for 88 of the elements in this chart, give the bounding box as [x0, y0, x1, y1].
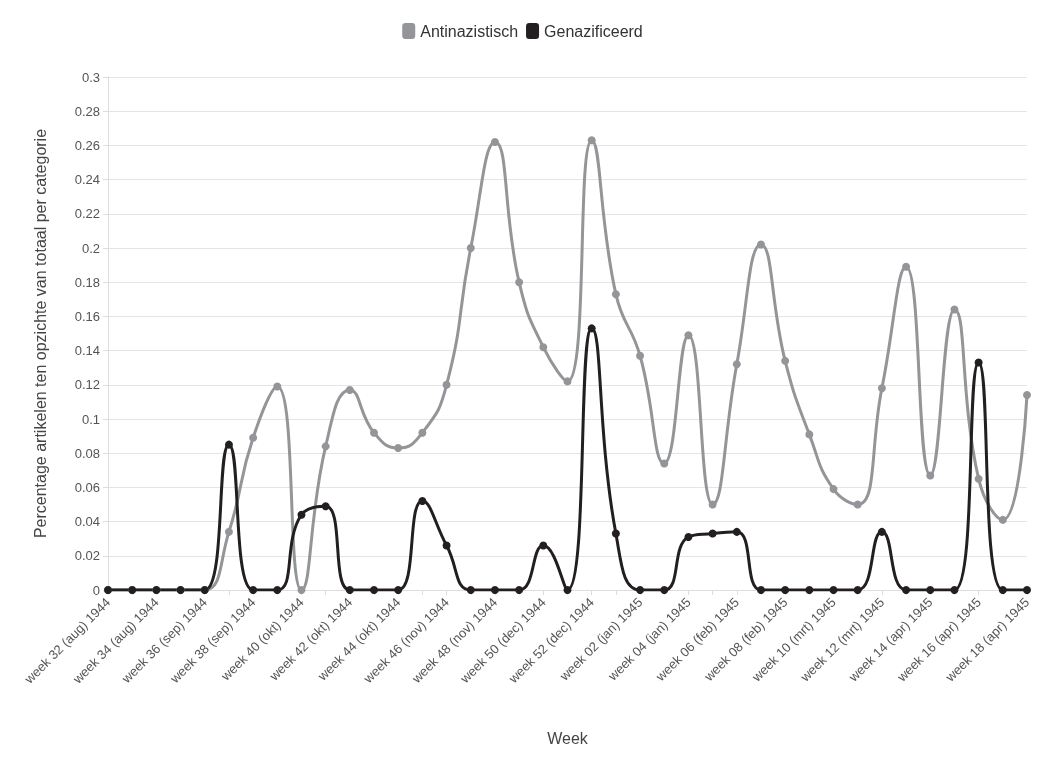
point: [273, 586, 282, 594]
point: [297, 510, 306, 519]
point: [926, 586, 935, 594]
point: [442, 541, 451, 550]
point: [805, 586, 814, 594]
y-tick-label: 0.08: [74, 445, 100, 461]
y-tick-label: 0.26: [74, 137, 100, 153]
point: [829, 485, 838, 494]
point: [611, 290, 620, 299]
point: [902, 262, 911, 271]
point: [394, 586, 403, 594]
point: [587, 136, 596, 145]
y-tick-label: 0.16: [74, 308, 100, 324]
y-tick-label: 0.06: [74, 479, 100, 495]
legend-label: Genazificeerd: [544, 22, 643, 40]
point: [974, 474, 983, 483]
y-tick-label: 0.12: [74, 377, 100, 393]
y-tick-label: 0.3: [81, 69, 100, 85]
point: [1023, 586, 1031, 594]
point: [853, 500, 862, 509]
point: [684, 532, 693, 541]
point: [418, 497, 427, 506]
y-tick-label: 0.14: [74, 343, 100, 359]
point: [418, 428, 427, 437]
point: [321, 502, 330, 511]
point: [1023, 391, 1031, 400]
y-axis-title: Percentage artikelen ten opzichte van totaal per categorie: [31, 128, 49, 539]
point: [998, 586, 1007, 594]
point: [611, 529, 620, 538]
y-tick-label: 0.1: [81, 411, 100, 427]
point: [829, 586, 838, 594]
point: [345, 385, 354, 394]
point: [515, 278, 524, 287]
point: [902, 586, 911, 594]
point: [853, 586, 862, 594]
point: [466, 586, 475, 594]
y-tick-label: 0.04: [74, 514, 100, 530]
point: [756, 240, 765, 249]
point: [490, 137, 499, 146]
point: [877, 384, 886, 393]
point: [708, 529, 717, 538]
point: [345, 586, 354, 594]
point: [490, 586, 499, 594]
point: [781, 586, 790, 594]
point: [539, 541, 548, 550]
point: [660, 586, 669, 594]
point: [708, 500, 717, 509]
y-tick-label: 0.22: [74, 206, 100, 222]
point: [370, 586, 379, 594]
y-tick-label: 0.28: [74, 103, 100, 119]
point: [563, 586, 572, 594]
y-tick-label: 0.24: [74, 172, 100, 188]
point: [249, 586, 258, 594]
point: [732, 527, 741, 536]
point: [442, 380, 451, 389]
point: [636, 351, 645, 360]
point: [756, 586, 765, 594]
y-tick-label: 0.2: [81, 240, 100, 256]
x-axis-title: Week: [547, 729, 589, 747]
point: [273, 382, 282, 391]
point: [636, 586, 645, 594]
point: [563, 377, 572, 386]
point: [950, 305, 959, 314]
point: [732, 360, 741, 369]
point: [515, 586, 524, 594]
point: [877, 527, 886, 536]
point: [370, 428, 379, 437]
y-tick-label: 0.02: [74, 548, 100, 564]
point: [539, 343, 548, 352]
point: [394, 444, 403, 453]
point: [805, 430, 814, 439]
point: [660, 459, 669, 468]
point: [781, 356, 790, 365]
point: [950, 586, 959, 594]
point: [926, 471, 935, 480]
point: [974, 358, 983, 367]
legend-label: Antinazistisch: [420, 22, 519, 40]
point: [224, 527, 233, 536]
point: [297, 586, 306, 594]
point: [466, 244, 475, 252]
point: [684, 331, 693, 340]
point: [321, 442, 330, 451]
y-tick-label: 0.18: [74, 274, 100, 290]
point: [998, 515, 1007, 524]
y-tick-label: 0: [92, 582, 100, 598]
point: [587, 324, 596, 333]
point: [249, 433, 258, 442]
point: [224, 440, 233, 449]
